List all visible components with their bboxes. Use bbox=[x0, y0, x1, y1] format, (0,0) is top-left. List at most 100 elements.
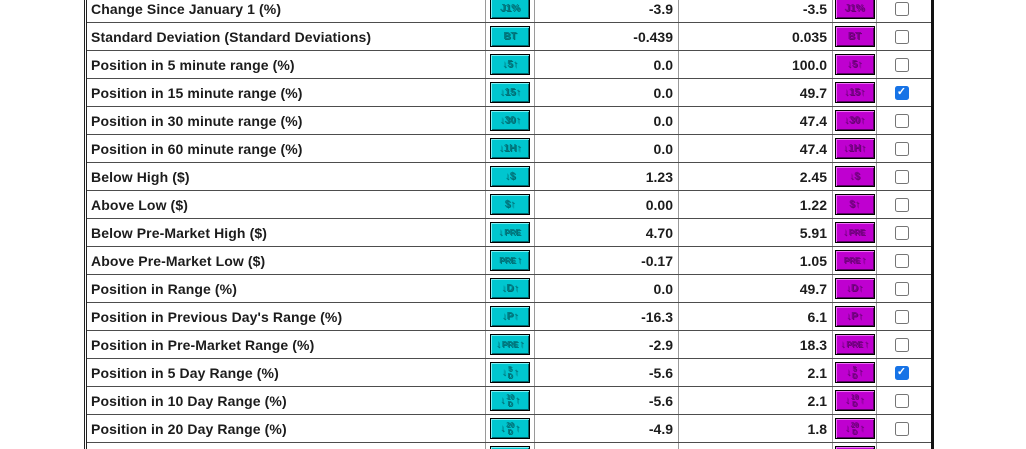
filter-icon-cell-right: ↓$ bbox=[833, 163, 877, 190]
table-row: Position in Range (%) ↓D↑ 0.0 49.7 ↓D↑ bbox=[87, 275, 931, 303]
above-low-icon[interactable]: $↑ bbox=[490, 194, 530, 215]
position-30min-range-icon[interactable]: ↓30↑ bbox=[490, 110, 530, 131]
position-5day-range-icon[interactable]: ↓ 5 D ↑ bbox=[834, 362, 875, 383]
min-value-cell[interactable]: 0.0 bbox=[535, 107, 679, 134]
filter-label bbox=[87, 443, 486, 449]
max-value-cell[interactable]: 18.3 bbox=[679, 331, 833, 358]
position-in-range-icon[interactable]: ↓D↑ bbox=[490, 278, 530, 299]
filter-enabled-checkbox[interactable] bbox=[894, 197, 909, 212]
change-since-jan1-icon[interactable]: J1% bbox=[834, 0, 875, 19]
below-premarket-high-icon[interactable]: ↓ PRE bbox=[490, 222, 530, 243]
above-low-icon[interactable]: $↑ bbox=[834, 194, 875, 215]
min-value-cell[interactable]: 0.0 bbox=[535, 135, 679, 162]
table-row: Below Pre-Market High ($) ↓ PRE 4.70 5.9… bbox=[87, 219, 931, 247]
position-20day-range-icon[interactable]: ↓ 20 D ↑ bbox=[490, 418, 530, 439]
max-value-cell[interactable]: 5.91 bbox=[679, 219, 833, 246]
max-value-cell[interactable]: 2.45 bbox=[679, 163, 833, 190]
filter-icon-cell-right: J1% bbox=[833, 0, 877, 22]
min-value-cell[interactable]: -0.439 bbox=[535, 23, 679, 50]
filter-enabled-checkbox[interactable] bbox=[894, 113, 909, 128]
position-prev-day-range-icon[interactable]: ↓P↑ bbox=[490, 306, 530, 327]
max-value-cell[interactable]: 100.0 bbox=[679, 51, 833, 78]
position-5min-range-icon[interactable]: ↓5↑ bbox=[490, 54, 530, 75]
position-5day-range-icon[interactable]: ↓ 5 D ↑ bbox=[490, 362, 530, 383]
max-value-cell[interactable]: 49.7 bbox=[679, 275, 833, 302]
filter-enabled-checkbox[interactable] bbox=[894, 421, 909, 436]
min-value-cell[interactable]: -3.9 bbox=[535, 0, 679, 22]
table-row: ↓ ↑ ↓ ↑ bbox=[87, 443, 931, 449]
position-10day-range-icon[interactable]: ↓ 10 D ↑ bbox=[834, 390, 875, 411]
min-value-cell[interactable]: 0.0 bbox=[535, 275, 679, 302]
filter-enabled-checkbox[interactable] bbox=[894, 281, 909, 296]
position-5min-range-icon[interactable]: ↓5↑ bbox=[834, 54, 875, 75]
position-15min-range-icon[interactable]: ↓15↑ bbox=[834, 82, 875, 103]
min-value-cell[interactable]: -5.6 bbox=[535, 387, 679, 414]
position-in-range-icon[interactable]: ↓D↑ bbox=[834, 278, 875, 299]
max-value-cell[interactable]: 1.22 bbox=[679, 191, 833, 218]
position-60min-range-icon[interactable]: ↓1H↑ bbox=[490, 138, 530, 159]
max-value-cell[interactable]: 47.4 bbox=[679, 107, 833, 134]
alert-filter-table: Change Since January 1 (%) J1% -3.9 -3.5… bbox=[84, 0, 934, 449]
max-value-cell[interactable]: 6.1 bbox=[679, 303, 833, 330]
min-value-cell[interactable]: -4.9 bbox=[535, 415, 679, 442]
standard-deviation-icon[interactable]: BT bbox=[490, 26, 530, 47]
min-value-cell[interactable]: 0.0 bbox=[535, 51, 679, 78]
next-range-icon[interactable]: ↓ ↑ bbox=[834, 446, 875, 449]
position-60min-range-icon[interactable]: ↓1H↑ bbox=[834, 138, 875, 159]
position-premarket-range-icon[interactable]: ↓ PRE ↑ bbox=[490, 334, 530, 355]
max-value-cell[interactable]: 49.7 bbox=[679, 79, 833, 106]
change-since-jan1-icon[interactable]: J1% bbox=[490, 0, 530, 19]
checkbox-cell bbox=[877, 247, 926, 274]
max-value-cell[interactable]: 47.4 bbox=[679, 135, 833, 162]
filter-label: Position in 10 Day Range (%) bbox=[87, 387, 486, 414]
filter-enabled-checkbox[interactable] bbox=[894, 393, 909, 408]
min-value-cell[interactable]: 0.00 bbox=[535, 191, 679, 218]
filter-enabled-checkbox[interactable] bbox=[894, 225, 909, 240]
max-value-cell[interactable]: 2.1 bbox=[679, 359, 833, 386]
checkbox-cell: ✓ bbox=[877, 359, 926, 386]
filter-enabled-checkbox[interactable]: ✓ bbox=[894, 85, 909, 100]
max-value-cell[interactable]: -3.5 bbox=[679, 0, 833, 22]
position-premarket-range-icon[interactable]: ↓ PRE ↑ bbox=[834, 334, 875, 355]
above-premarket-low-icon[interactable]: PRE ↑ bbox=[490, 250, 530, 271]
min-value-cell[interactable]: 1.23 bbox=[535, 163, 679, 190]
filter-enabled-checkbox[interactable] bbox=[894, 337, 909, 352]
filter-label: Below High ($) bbox=[87, 163, 486, 190]
max-value-cell[interactable] bbox=[679, 443, 833, 449]
table-row: Position in Previous Day's Range (%) ↓P↑… bbox=[87, 303, 931, 331]
position-10day-range-icon[interactable]: ↓ 10 D ↑ bbox=[490, 390, 530, 411]
max-value-cell[interactable]: 2.1 bbox=[679, 387, 833, 414]
next-range-icon[interactable]: ↓ ↑ bbox=[490, 446, 530, 449]
position-30min-range-icon[interactable]: ↓30↑ bbox=[834, 110, 875, 131]
below-high-icon[interactable]: ↓$ bbox=[490, 166, 530, 187]
filter-enabled-checkbox[interactable] bbox=[894, 57, 909, 72]
max-value-cell[interactable]: 1.8 bbox=[679, 415, 833, 442]
above-premarket-low-icon[interactable]: PRE ↑ bbox=[834, 250, 875, 271]
position-15min-range-icon[interactable]: ↓15↑ bbox=[490, 82, 530, 103]
filter-label: Change Since January 1 (%) bbox=[87, 0, 486, 22]
min-value-cell[interactable]: -2.9 bbox=[535, 331, 679, 358]
position-20day-range-icon[interactable]: ↓ 20 D ↑ bbox=[834, 418, 875, 439]
filter-enabled-checkbox[interactable] bbox=[894, 29, 909, 44]
max-value-cell[interactable]: 1.05 bbox=[679, 247, 833, 274]
standard-deviation-icon[interactable]: BT bbox=[834, 26, 875, 47]
checkbox-cell bbox=[877, 303, 926, 330]
max-value-cell[interactable]: 0.035 bbox=[679, 23, 833, 50]
min-value-cell[interactable]: 4.70 bbox=[535, 219, 679, 246]
filter-enabled-checkbox[interactable]: ✓ bbox=[894, 365, 909, 380]
min-value-cell[interactable]: -0.17 bbox=[535, 247, 679, 274]
filter-enabled-checkbox[interactable] bbox=[894, 253, 909, 268]
filter-enabled-checkbox[interactable] bbox=[894, 141, 909, 156]
below-premarket-high-icon[interactable]: ↓ PRE bbox=[834, 222, 875, 243]
min-value-cell[interactable]: -5.6 bbox=[535, 359, 679, 386]
min-value-cell[interactable]: 0.0 bbox=[535, 79, 679, 106]
filter-enabled-checkbox[interactable] bbox=[894, 1, 909, 16]
min-value-cell[interactable] bbox=[535, 443, 679, 449]
filter-enabled-checkbox[interactable] bbox=[894, 309, 909, 324]
below-high-icon[interactable]: ↓$ bbox=[834, 166, 875, 187]
position-prev-day-range-icon[interactable]: ↓P↑ bbox=[834, 306, 875, 327]
filter-enabled-checkbox[interactable] bbox=[894, 169, 909, 184]
checkbox-cell bbox=[877, 387, 926, 414]
min-value-cell[interactable]: -16.3 bbox=[535, 303, 679, 330]
filter-label: Position in 60 minute range (%) bbox=[87, 135, 486, 162]
